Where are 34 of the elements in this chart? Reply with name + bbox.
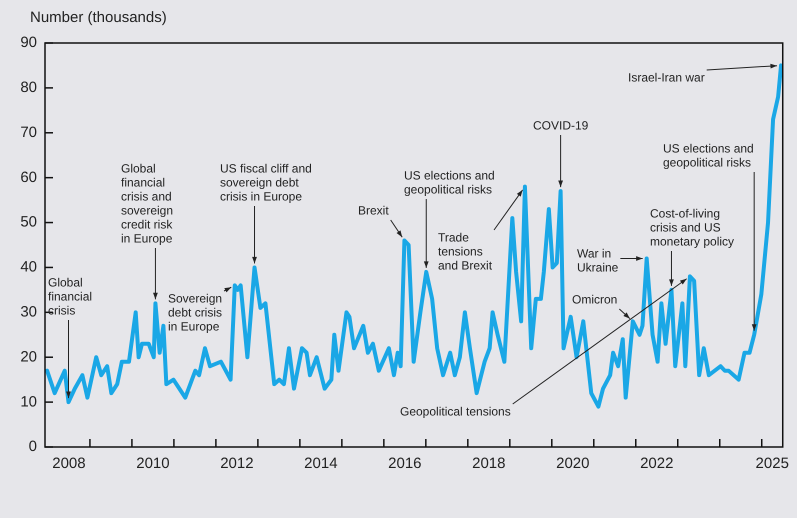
y-tick-label: 20 xyxy=(20,348,37,366)
annotation: COVID-19 xyxy=(533,118,589,132)
y-tick-label: 40 xyxy=(20,258,37,276)
x-tick-label: 2025 xyxy=(756,455,789,472)
annotation: US elections and geopolitical risks xyxy=(404,168,495,196)
y-tick-label: 0 xyxy=(28,438,37,456)
annotation: Global financial crisis and sovereign credit risk in Europe xyxy=(121,161,174,246)
annotation: Brexit xyxy=(358,203,390,218)
annotation: Global financial crisis xyxy=(48,275,92,318)
y-tick-label: 80 xyxy=(20,79,37,96)
annotation: War in Ukraine xyxy=(577,246,619,274)
annotation: Cost-of-living crisis and US monetary policy xyxy=(650,206,734,248)
annotation: Israel-Iran war xyxy=(628,70,705,84)
x-tick-label: 2020 xyxy=(556,455,590,472)
annotation: Omicron xyxy=(572,292,618,306)
annotation: Sovereign debt crisis in Europe xyxy=(168,291,222,334)
annotation: Geopolitical tensions xyxy=(400,404,511,418)
y-tick-label: 60 xyxy=(20,168,37,186)
y-tick-label: 30 xyxy=(20,303,37,320)
y-tick-label: 90 xyxy=(20,34,37,52)
y-tick-label: 50 xyxy=(20,214,37,231)
x-tick-label: 2022 xyxy=(640,455,674,472)
x-tick-label: 2016 xyxy=(388,455,422,472)
x-tick-label: 2014 xyxy=(304,455,338,472)
y-tick-label: 70 xyxy=(20,124,37,141)
x-tick-label: 2010 xyxy=(136,455,170,472)
y-tick-label: 10 xyxy=(20,393,37,410)
x-tick-label: 2012 xyxy=(220,455,254,472)
annotation: US fiscal cliff and sovereign debt crisis in Europe xyxy=(220,161,312,204)
x-tick-label: 2008 xyxy=(52,455,86,472)
annotation: Trade tensions and Brexit xyxy=(438,230,493,272)
x-tick-label: 2018 xyxy=(472,455,506,472)
y-axis-title: Number (thousands) xyxy=(30,9,167,26)
annotation: US elections and geopolitical risks xyxy=(663,141,754,170)
